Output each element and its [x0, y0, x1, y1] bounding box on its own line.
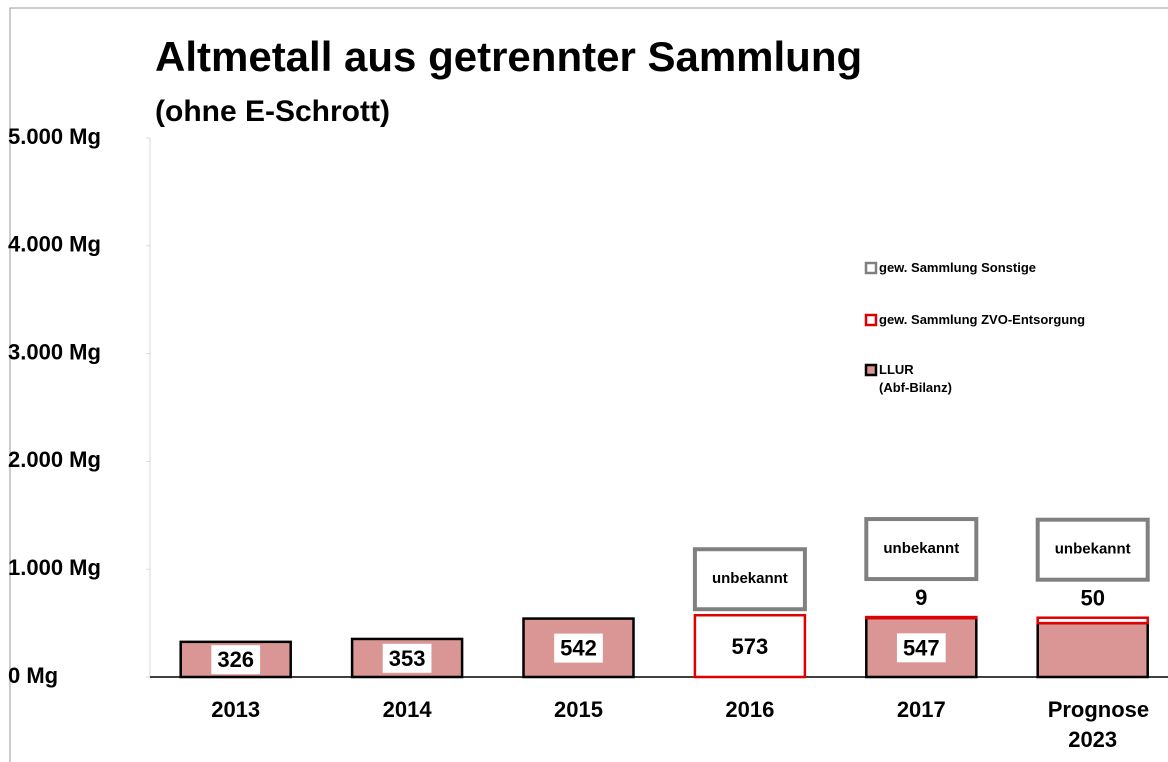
data-label-bg [382, 643, 432, 673]
data-label-group: 9 [909, 582, 934, 612]
unknown-box [864, 517, 979, 582]
legend-swatch [864, 261, 878, 275]
data-label: 542 [560, 636, 597, 661]
bar-segment [1036, 621, 1149, 679]
bar-segment [865, 615, 978, 620]
y-tick-label: 0 Mg [8, 663, 58, 688]
x-tick-label-box: Prognose 2023 [1047, 697, 1150, 752]
x-tick-label: Prognose 2023 [1047, 697, 1150, 752]
unknown-label: unbekannt [883, 540, 959, 557]
data-label: 573 [732, 634, 769, 659]
data-label-group: 326 [211, 645, 261, 675]
legend-label: gew. Sammlung ZVO-Entsorgung [879, 312, 1086, 327]
data-label-bg [554, 633, 603, 663]
unknown-label: unbekannt [1055, 541, 1131, 558]
legend-label: gew. Sammlung Sonstige [879, 260, 1036, 275]
data-label-bg [1074, 583, 1111, 613]
data-label-group: 50 [1074, 583, 1111, 613]
x-tick-label: 2013 [211, 697, 261, 722]
y-tick-label: 1.000 Mg [8, 555, 101, 580]
x-tick-label: 2014 [382, 697, 432, 722]
legend-entry-box: gew. Sammlung ZVO-Entsorgung [879, 312, 1086, 327]
data-label-bg [211, 645, 261, 675]
unknown-label: unbekannt [712, 570, 788, 587]
data-label-bg [725, 631, 775, 661]
bar-segment [1036, 616, 1149, 625]
legend-swatch [864, 363, 878, 377]
data-label-bg [896, 633, 946, 663]
data-label-group: 353 [382, 643, 432, 673]
bar-segment [865, 616, 978, 679]
x-tick-label-box: 2015 [554, 697, 603, 722]
y-tick-label: 5.000 Mg [8, 124, 101, 149]
data-label: 547 [903, 635, 940, 660]
legend-label: LLUR (Abf-Bilanz) [879, 362, 952, 395]
legend-swatch [864, 313, 878, 327]
x-tick-label-box: 2016 [725, 697, 775, 722]
data-label-group: 573 [725, 631, 775, 661]
frame [9, 7, 1168, 762]
data-label-group: 547 [896, 633, 946, 663]
x-tick-label: 2015 [554, 697, 603, 722]
chart-subtitle: (ohne E-Schrott) [155, 95, 390, 128]
x-tick-label: 2017 [896, 697, 946, 722]
y-tick-label: 2.000 Mg [8, 447, 101, 472]
x-tick-label: 2016 [725, 697, 775, 722]
data-label: 353 [389, 646, 426, 671]
data-label: 326 [217, 647, 254, 672]
unknown-box [692, 547, 807, 612]
data-label-group: 542 [554, 633, 603, 663]
data-label-bg [909, 582, 934, 612]
x-tick-label-box: 2017 [896, 697, 946, 722]
x-tick-label-box: 2013 [211, 697, 261, 722]
chart-title: Altmetall aus getrennter Sammlung [155, 33, 862, 80]
legend-entry-box: LLUR (Abf-Bilanz) [879, 362, 952, 395]
x-tick-label-box: 2014 [382, 697, 432, 722]
data-label: 9 [915, 585, 927, 610]
y-tick-label: 4.000 Mg [8, 232, 101, 257]
y-tick-label: 3.000 Mg [8, 339, 101, 364]
data-label: 50 [1080, 586, 1104, 611]
legend-entry-box: gew. Sammlung Sonstige [879, 260, 1036, 275]
unknown-box [1035, 517, 1150, 582]
